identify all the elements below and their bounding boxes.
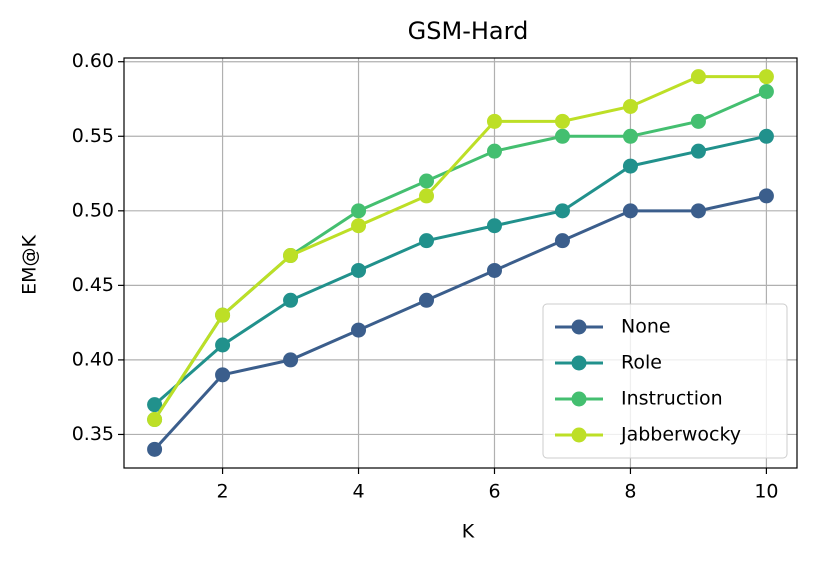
data-point	[147, 412, 163, 428]
data-point	[147, 397, 163, 413]
legend-label: Instruction	[621, 388, 723, 410]
legend-label: Jabberwocky	[620, 424, 741, 446]
legend-box	[542, 303, 788, 459]
y-axis-label: EM@K	[19, 235, 41, 295]
data-point	[215, 307, 231, 323]
data-point	[351, 218, 367, 234]
data-point	[622, 98, 638, 114]
plot-frame	[123, 57, 798, 469]
x-tick-label: 10	[754, 481, 778, 503]
data-point	[690, 69, 706, 85]
legend-label: None	[621, 316, 671, 338]
data-point	[147, 441, 163, 457]
data-point	[283, 248, 299, 264]
y-tick-label: 0.45	[72, 274, 114, 296]
data-point	[690, 113, 706, 129]
y-tick-label: 0.35	[72, 423, 114, 445]
chart-title: GSM-Hard	[408, 17, 529, 45]
data-point	[690, 143, 706, 159]
series-line	[153, 134, 767, 406]
data-point	[758, 188, 774, 204]
data-point	[486, 262, 502, 278]
x-tick-label: 4	[352, 481, 364, 503]
data-point	[419, 233, 435, 249]
series-line	[153, 194, 767, 451]
data-point	[486, 218, 502, 234]
data-point	[283, 352, 299, 368]
data-point	[758, 84, 774, 100]
data-point	[622, 158, 638, 174]
data-point	[486, 143, 502, 159]
data-point	[351, 203, 367, 219]
series-line	[153, 75, 767, 421]
legend-marker	[571, 319, 587, 335]
data-point	[622, 128, 638, 144]
data-point	[351, 262, 367, 278]
data-point	[419, 292, 435, 308]
x-axis-label: K	[462, 521, 475, 543]
legend-marker	[571, 391, 587, 407]
legend-marker	[571, 355, 587, 371]
data-point	[351, 322, 367, 338]
data-point	[554, 233, 570, 249]
x-tick-label: 8	[624, 481, 636, 503]
data-point	[554, 128, 570, 144]
y-tick-label: 0.60	[72, 50, 114, 72]
x-tick-label: 2	[217, 481, 229, 503]
legend-marker	[571, 427, 587, 443]
legend-label: Role	[621, 352, 662, 374]
y-tick-label: 0.50	[72, 199, 114, 221]
data-point	[419, 173, 435, 189]
data-point	[622, 203, 638, 219]
data-point	[554, 113, 570, 129]
y-tick-label: 0.55	[72, 125, 114, 147]
x-tick-label: 6	[488, 481, 500, 503]
data-point	[486, 113, 502, 129]
data-point	[758, 69, 774, 85]
data-point	[215, 337, 231, 353]
data-point	[554, 203, 570, 219]
y-tick-label: 0.40	[72, 348, 114, 370]
data-point	[758, 128, 774, 144]
data-point	[283, 292, 299, 308]
data-point	[419, 188, 435, 204]
data-point	[690, 203, 706, 219]
data-point	[215, 367, 231, 383]
